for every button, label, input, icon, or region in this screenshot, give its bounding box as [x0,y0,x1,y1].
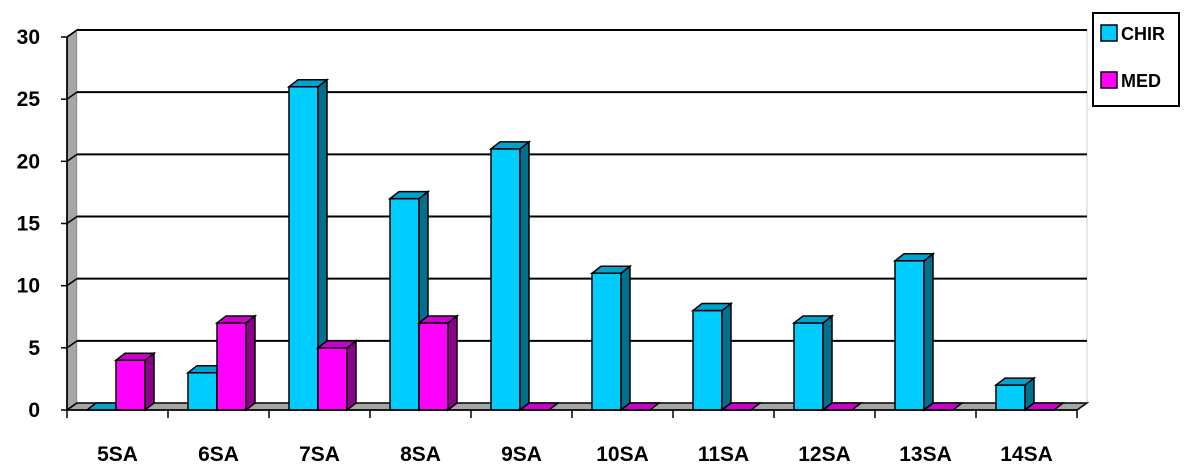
bar-top [589,265,633,274]
y-tick-label: 10 [17,275,40,298]
bar-chir-9sa [488,140,532,412]
bar-top [993,377,1037,386]
legend-swatch-med [1100,71,1118,89]
bar-top [690,302,734,312]
bar-med-5sa [113,351,157,412]
legend: CHIR MED [1092,12,1180,107]
y-tick-label: 0 [28,399,40,422]
bar-chir-11sa [690,301,734,412]
y-tick-label: 30 [17,26,40,49]
y-tick-label: 15 [17,213,41,236]
gridline-diagonal [66,215,78,225]
y-tick-label: 20 [17,150,40,173]
bar-front [216,322,247,411]
legend-label-chir: CHIR [1121,24,1165,44]
bar-side [822,314,833,412]
x-tick-label: 11SA [698,443,749,466]
bar-chir-12sa [791,314,835,412]
x-tick-label: 14SA [1000,443,1053,466]
bar-front [490,148,521,411]
legend-box [1092,12,1180,107]
x-tick-label: 5SA [97,443,138,466]
bar-side [144,351,155,412]
bar-top [892,253,936,262]
bar-front [591,272,622,411]
gridline-diagonal [66,29,78,38]
x-tick-label: 10SA [596,443,649,466]
bar-side [519,140,530,412]
bar-chir-7sa [286,78,330,412]
bar-side [923,252,934,412]
bar-side [620,264,631,412]
bar-med-6sa [214,314,258,412]
bar-top [791,315,835,324]
x-tick-label: 6SA [198,443,239,466]
x-tick-label: 8SA [400,443,441,466]
y-tick-label: 25 [17,88,41,111]
x-axis-ticks: 5SA 6SA 7SA 8SA 9SA 10SA 11SA 12SA 13SA 14SA [66,409,1078,466]
bars [84,78,1066,412]
bar-front [692,309,723,411]
x-tick-label: 13SA [899,443,952,466]
bar-chir-13sa [892,252,936,412]
bar-front [115,359,146,411]
bar-top [286,78,330,88]
bar-front [288,85,319,411]
bar-front [418,322,449,411]
bar-front [389,197,420,411]
bar-side [346,339,357,412]
bar-med-7sa [315,339,359,412]
bar-front [793,322,824,411]
bar-top [416,315,460,324]
bar-top [214,315,258,324]
gridline-diagonal [66,278,78,287]
bar-chir-14sa [993,376,1037,412]
y-axis-ticks: 0 5 10 15 20 25 30 [17,26,68,422]
gridline-diagonal [66,340,78,349]
bar-side [721,301,732,412]
bar-med-8sa [416,314,460,412]
bar-top [387,190,431,200]
bar-chir-10sa [589,264,633,412]
bar-side [447,314,458,412]
bar-front [894,260,925,411]
y-tick-label: 5 [28,337,40,360]
bar-front [317,347,348,411]
bar-top [488,141,532,150]
bar-side [245,314,256,412]
bar-front [187,371,218,411]
bar-top [315,340,359,349]
bar-front [995,384,1026,411]
legend-label-med: MED [1121,71,1161,91]
bar-top [113,352,157,362]
gridline-diagonal [66,153,78,162]
legend-swatch-chir [1100,24,1118,42]
x-tick-label: 12SA [798,443,851,466]
x-tick-label: 7SA [299,443,340,466]
gridline-diagonal [66,91,78,100]
x-tick-label: 9SA [501,443,542,466]
